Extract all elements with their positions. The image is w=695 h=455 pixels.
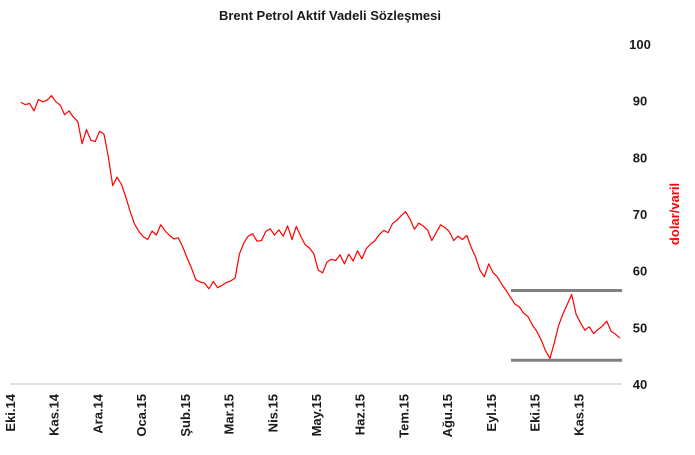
y-tick-label: 60 (633, 264, 647, 279)
x-tick-label: May.15 (309, 394, 324, 436)
y-tick-label: 100 (629, 37, 651, 52)
y-tick-label: 90 (633, 94, 647, 109)
x-tick-label: Mar.15 (222, 394, 237, 434)
x-tick-label: Tem.15 (396, 394, 411, 438)
price-line (20, 94, 621, 360)
x-tick-label: Kas.15 (571, 394, 586, 436)
y-tick-label: 80 (633, 150, 647, 165)
y-tick-label: 50 (633, 320, 647, 335)
y-axis-label: dolar/varil (667, 183, 682, 245)
x-tick-label: Oca.15 (134, 394, 149, 437)
x-tick-label: Nis.15 (265, 394, 280, 432)
x-tick-label: Eyl.15 (484, 394, 499, 432)
x-tick-label: Ağu.15 (440, 394, 455, 437)
x-tick-label: Eki.14 (3, 393, 18, 431)
x-tick-label: Eki.15 (528, 394, 543, 432)
x-tick-label: Kas.14 (47, 393, 62, 436)
x-tick-label: Ara.14 (90, 393, 105, 434)
y-tick-label: 70 (633, 207, 647, 222)
x-tick-label: Haz.15 (353, 394, 368, 435)
x-tick-label: Şub.15 (178, 394, 193, 437)
chart-title: Brent Petrol Aktif Vadeli Sözleşmesi (218, 8, 442, 23)
axes: Eki.14 Kas.14 Ara.14 Oca.15 Şub.15 Mar.15 Nis.… (3, 37, 682, 438)
y-tick-label: 40 (633, 377, 647, 392)
plot-area (20, 94, 622, 362)
